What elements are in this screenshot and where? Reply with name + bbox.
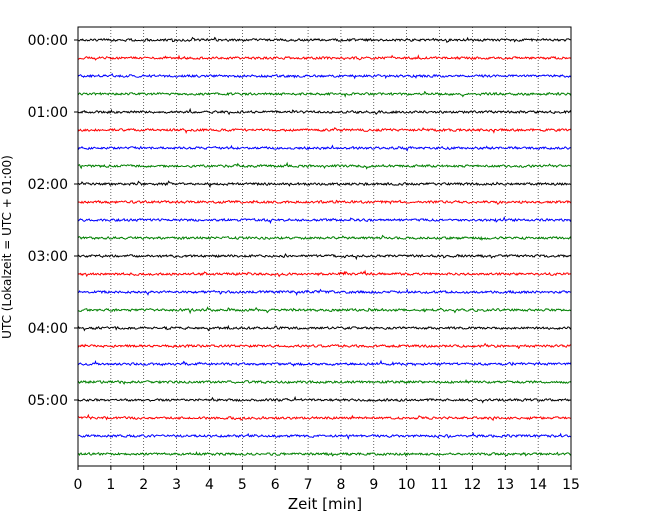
seismogram-trace bbox=[77, 395, 572, 404]
seismogram-trace bbox=[77, 107, 572, 116]
seismogram-trace bbox=[77, 413, 572, 422]
seismogram-trace bbox=[77, 450, 572, 457]
seismogram-trace bbox=[77, 306, 572, 315]
x-axis-ticks: 0 1 2 3 4 5 6 7 8 9 10 11 12 13 14 15 bbox=[74, 466, 580, 493]
y-axis-label: UTC (Lokalzeit = UTC + 01:00) bbox=[0, 155, 14, 339]
seismogram-trace bbox=[77, 216, 572, 225]
x-tick-label: 10 bbox=[398, 477, 416, 493]
seismogram-trace bbox=[77, 269, 572, 278]
x-tick-label: 15 bbox=[562, 477, 580, 493]
y-tick-label: 02:00 bbox=[28, 177, 68, 193]
seismogram-trace bbox=[77, 199, 572, 205]
seismogram-trace bbox=[77, 359, 572, 367]
y-tick-label: 01:00 bbox=[28, 105, 68, 121]
seismogram-trace bbox=[77, 144, 572, 152]
seismogram-trace bbox=[77, 180, 572, 189]
x-tick-label: 8 bbox=[336, 477, 345, 493]
x-tick-label: 12 bbox=[463, 477, 481, 493]
x-tick-label: 1 bbox=[106, 477, 115, 493]
seismogram-trace bbox=[77, 431, 572, 440]
seismogram-trace bbox=[77, 379, 572, 385]
grid-lines bbox=[110, 27, 539, 466]
y-tick-label: 03:00 bbox=[28, 249, 68, 265]
y-axis-ticks: 00:00 01:00 02:00 03:00 04:00 05:00 bbox=[28, 33, 78, 409]
seismogram-trace bbox=[77, 54, 572, 61]
seismogram-trace bbox=[77, 90, 572, 98]
x-tick-label: 4 bbox=[205, 477, 214, 493]
y-tick-label: 04:00 bbox=[28, 321, 68, 337]
y-tick-label: 00:00 bbox=[28, 33, 68, 49]
x-axis-label: Zeit [min] bbox=[288, 495, 362, 513]
seismogram-trace bbox=[77, 252, 572, 261]
plot-frame bbox=[77, 26, 572, 467]
seismogram-trace bbox=[77, 342, 572, 350]
x-tick-label: 14 bbox=[529, 477, 547, 493]
seismogram-trace bbox=[77, 72, 572, 80]
x-tick-label: 7 bbox=[304, 477, 313, 493]
seismogram-trace bbox=[77, 36, 572, 44]
y-tick-label: 05:00 bbox=[28, 393, 68, 409]
seismogram-trace bbox=[77, 288, 571, 296]
x-tick-label: 9 bbox=[369, 477, 378, 493]
x-tick-label: 0 bbox=[74, 477, 83, 493]
x-tick-label: 11 bbox=[431, 477, 449, 493]
x-tick-label: 6 bbox=[271, 477, 280, 493]
seismogram-trace bbox=[77, 161, 572, 170]
seismogram-trace bbox=[77, 324, 572, 332]
x-tick-label: 3 bbox=[172, 477, 181, 493]
seismogram-trace bbox=[77, 127, 572, 134]
x-tick-label: 2 bbox=[139, 477, 148, 493]
seismogram-traces bbox=[77, 36, 572, 457]
x-tick-label: 13 bbox=[496, 477, 514, 493]
seismogram-trace bbox=[77, 234, 572, 241]
x-tick-label: 5 bbox=[238, 477, 247, 493]
